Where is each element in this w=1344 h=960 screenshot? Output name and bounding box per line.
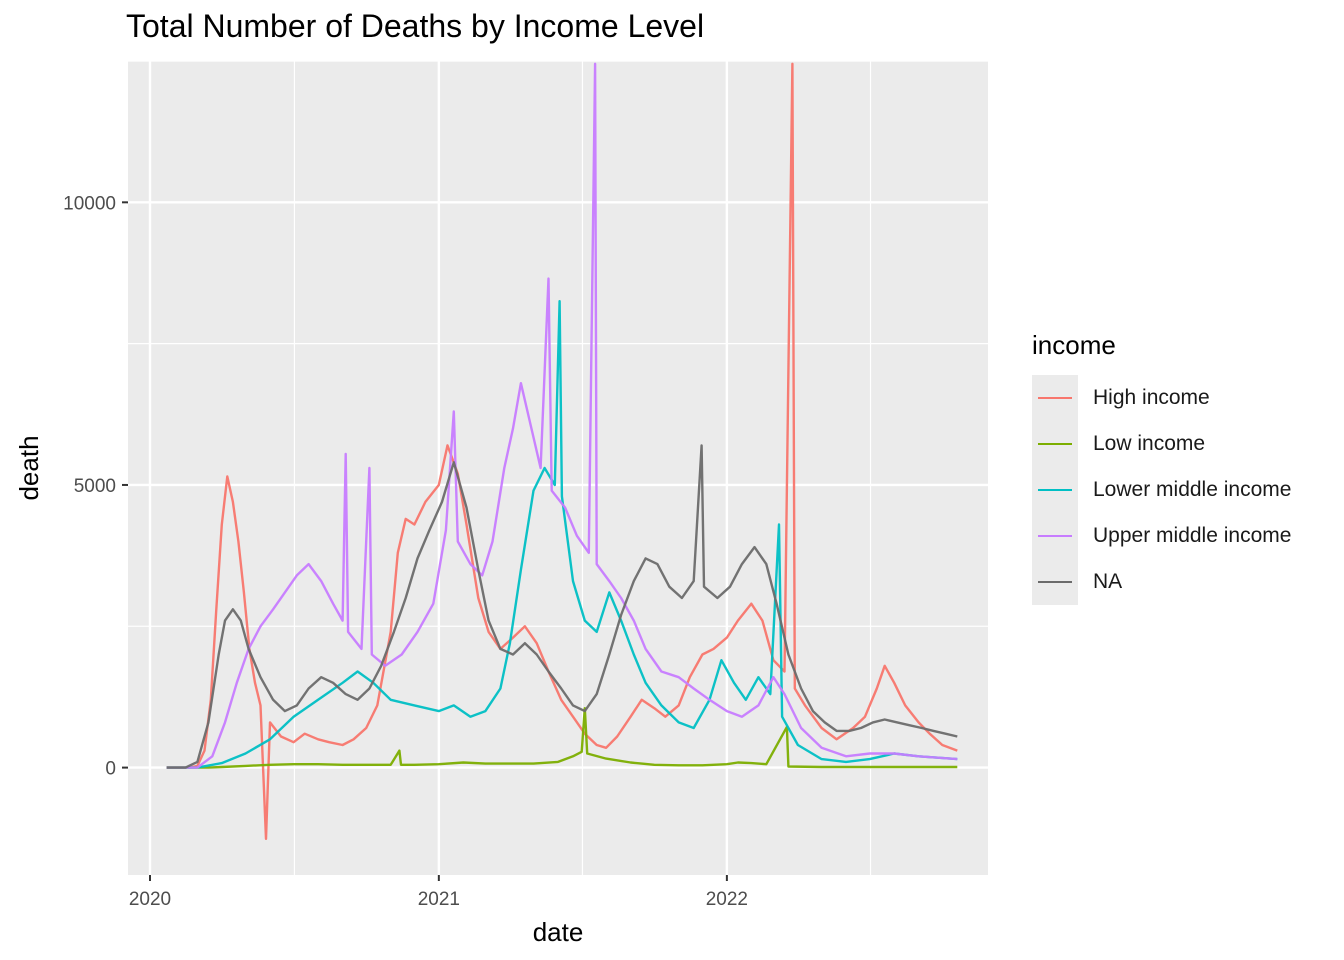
legend-item: Upper middle income <box>1032 513 1291 559</box>
chart-title: Total Number of Deaths by Income Level <box>126 8 705 44</box>
x-axis-title: date <box>533 917 584 947</box>
legend-swatch <box>1032 559 1078 605</box>
legend-item: NA <box>1032 559 1122 605</box>
y-tick-label: 0 <box>105 759 116 780</box>
y-tick-label: 5000 <box>74 476 116 497</box>
legend-label: Low income <box>1093 432 1206 455</box>
legend-label: Lower middle income <box>1093 478 1292 501</box>
x-tick-label: 2020 <box>129 889 171 910</box>
legend-item: High income <box>1032 375 1210 421</box>
legend-swatch <box>1032 513 1078 559</box>
x-tick-label: 2022 <box>706 889 748 910</box>
legend-title: income <box>1032 330 1116 360</box>
legend-item: Lower middle income <box>1032 467 1291 513</box>
legend-label: Upper middle income <box>1093 524 1292 547</box>
series-line-0 <box>166 62 958 840</box>
series-line-2 <box>166 300 958 769</box>
series-line-3 <box>166 62 958 769</box>
legend-label: High income <box>1093 386 1210 409</box>
y-tick-label: 10000 <box>63 193 116 214</box>
series-line-1 <box>166 707 958 769</box>
y-axis-title: death <box>14 435 44 500</box>
legend-swatch <box>1032 375 1078 421</box>
legend-swatch <box>1032 421 1078 467</box>
series-line-4 <box>166 444 958 769</box>
legend-swatch <box>1032 467 1078 513</box>
legend: income High income Low income Lower middle… <box>1032 330 1291 605</box>
legend-label: NA <box>1093 570 1123 593</box>
plot-panel <box>128 61 988 875</box>
x-tick-label: 2021 <box>418 889 460 910</box>
legend-item: Low income <box>1032 421 1205 467</box>
